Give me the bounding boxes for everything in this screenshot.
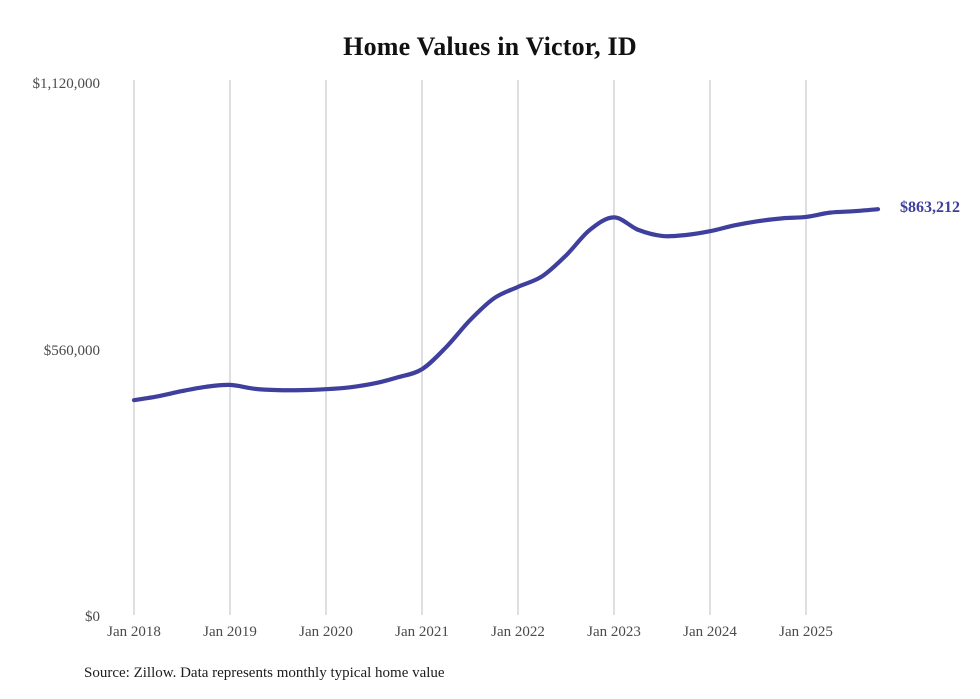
y-axis-tick-label: $560,000 xyxy=(43,342,100,359)
x-axis-tick-label: Jan 2021 xyxy=(395,624,449,640)
x-axis-tick-label: Jan 2018 xyxy=(107,624,161,640)
y-axis-tick-label: $0 xyxy=(85,609,100,625)
x-axis-tick-label: Jan 2019 xyxy=(203,624,257,640)
series-line-typical-home-value xyxy=(131,207,881,403)
x-axis-tick-label: Jan 2024 xyxy=(683,624,737,640)
chart-title: Home Values in Victor, ID xyxy=(343,32,637,61)
end-value-annotation: $863,212 xyxy=(900,199,960,217)
x-axis-tick-label: Jan 2025 xyxy=(779,624,833,640)
y-axis-tick-label: $1,120,000 xyxy=(32,76,101,92)
x-axis-tick-label: Jan 2020 xyxy=(299,624,353,640)
gridlines-group xyxy=(133,80,807,615)
source-note: Source: Zillow. Data represents monthly … xyxy=(84,665,445,681)
x-axis-tick-label: Jan 2023 xyxy=(587,624,641,640)
x-axis-tick-label: Jan 2022 xyxy=(491,624,545,640)
